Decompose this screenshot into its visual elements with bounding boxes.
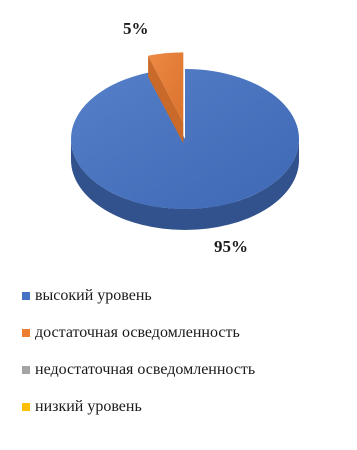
slice-sufficient	[148, 52, 184, 144]
legend-swatch-insufficient	[22, 366, 30, 374]
legend-swatch-sufficient	[22, 329, 30, 337]
legend-item-low: низкий уровень	[22, 397, 352, 417]
legend-label-sufficient: достаточная осведомленность	[35, 324, 240, 341]
legend-swatch-high	[22, 292, 30, 300]
legend-swatch-low	[22, 403, 30, 411]
legend-item-high: высокий уровень	[22, 286, 352, 306]
legend-label-insufficient: недостаточная осведомленность	[35, 361, 256, 378]
legend-item-insufficient: недостаточная осведомленность	[22, 360, 352, 380]
slice-high	[70, 69, 299, 230]
legend-label-high: высокий уровень	[35, 287, 152, 304]
legend-item-sufficient: достаточная осведомленность	[22, 323, 352, 343]
data-label-large-slice: 95%	[214, 237, 248, 256]
legend-label-low: низкий уровень	[35, 398, 142, 415]
data-label-small-slice: 5%	[123, 19, 149, 38]
chart-legend: высокий уровень достаточная осведомленно…	[22, 286, 352, 434]
